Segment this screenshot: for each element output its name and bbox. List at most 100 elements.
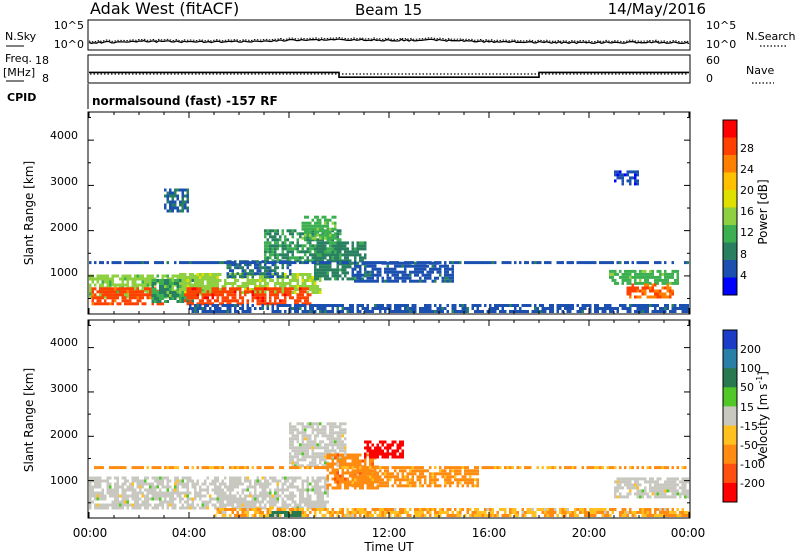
power-cell-10 (646, 275, 649, 279)
velocity-cell-7 (394, 508, 397, 511)
power-cell-12 (576, 261, 579, 265)
velocity-cell-0 (271, 479, 274, 483)
velocity-cell-0 (309, 482, 312, 486)
velocity-cell-7 (301, 511, 304, 514)
velocity-cell-7 (421, 514, 424, 517)
velocity-cell-5 (619, 483, 622, 487)
velocity-cell-5 (646, 492, 649, 496)
velocity-cell-7 (401, 508, 404, 511)
velocity-cell-7 (429, 508, 432, 511)
velocity-cell-2 (354, 462, 357, 466)
power-cell-12 (636, 261, 639, 265)
power-cell-13 (271, 304, 274, 307)
velocity-cell-4 (399, 440, 402, 444)
power-cell-6 (316, 241, 319, 245)
power-cell-8 (319, 268, 322, 272)
power-cell-6 (274, 238, 277, 242)
power-cell-3 (249, 282, 252, 285)
velocity-cell-3 (449, 472, 452, 476)
power-cell-12 (89, 261, 92, 265)
velocity-cell-6 (404, 466, 407, 470)
power-cell-3 (311, 285, 314, 288)
velocity-cell-1 (301, 449, 304, 453)
power-cell-14 (171, 194, 174, 198)
velocity-cell-1 (306, 422, 309, 426)
power-cell-6 (279, 244, 282, 248)
velocity-cell-7 (354, 514, 357, 517)
velocity-cell-0 (276, 494, 279, 498)
velocity-cell-3 (351, 472, 354, 476)
velocity-cell-7 (304, 511, 307, 514)
velocity-cell-4 (394, 440, 397, 444)
power-cell-6 (296, 259, 299, 263)
power-cell-1 (106, 296, 109, 300)
power-cell-4 (234, 287, 237, 291)
velocity-cell-2 (376, 477, 379, 481)
velocity-cell-0 (134, 476, 137, 480)
power-cell-0 (111, 283, 114, 287)
power-cell-5 (266, 275, 269, 279)
power-cell-3 (206, 276, 209, 279)
velocity-cell-4 (381, 449, 384, 453)
power-cell-4 (271, 302, 274, 306)
velocity-cell-3 (396, 475, 399, 479)
power-cell-4 (221, 287, 224, 291)
velocity-cell-1 (334, 449, 337, 453)
power-cell-13 (436, 307, 439, 310)
velocity-cell-3 (404, 469, 407, 473)
power-cell-13 (609, 307, 612, 310)
power-cell-4 (196, 296, 199, 300)
velocity-cell-0 (251, 497, 254, 501)
power-cell-12 (561, 261, 564, 265)
power-cell-12 (281, 261, 284, 265)
freq-left-tick-bottom: 8 (42, 72, 49, 85)
velocity-cell-3 (411, 472, 414, 476)
power-cell-13 (356, 307, 359, 310)
power-cell-7 (309, 224, 312, 228)
velocity-cell-0 (124, 476, 127, 480)
power-cell-2 (176, 288, 179, 291)
power-cell-3 (251, 279, 254, 282)
power-cell-9 (384, 279, 387, 283)
power-cell-6 (291, 235, 294, 239)
power-cell-12 (114, 261, 117, 265)
power-cell-11 (666, 286, 669, 290)
velocity-cell-1 (324, 458, 327, 462)
power-cell-11 (651, 286, 654, 290)
velocity-cell-0 (99, 476, 102, 480)
power-cell-1 (96, 299, 99, 303)
velocity-cell-6 (271, 466, 274, 470)
velocity-cell-0 (169, 500, 172, 504)
power-cell-9 (439, 270, 442, 274)
power-cell-4 (254, 287, 257, 291)
power-cell-6 (329, 238, 332, 242)
velocity-cell-7 (281, 508, 284, 511)
velocity-cell-0 (161, 500, 164, 504)
velocity-cell-2 (344, 477, 347, 481)
power-cell-6 (306, 235, 309, 239)
velocity-cell-7 (501, 508, 504, 511)
power-cell-2 (151, 282, 154, 285)
velocity-cell-0 (214, 497, 217, 501)
velocity-cell-0 (154, 479, 157, 483)
power-cell-6 (269, 229, 272, 233)
power-cell-13 (221, 310, 224, 313)
power-cell-7 (326, 227, 329, 231)
noise-left-tick-top: 10^5 (54, 19, 84, 32)
power-cell-12 (99, 261, 102, 265)
velocity-cell-0 (311, 503, 314, 507)
velocity-cell-1 (306, 437, 309, 441)
power-cell-2 (161, 285, 164, 288)
velocity-cell-7 (606, 514, 609, 517)
power-cell-12 (524, 261, 527, 265)
velocity-cell-0 (251, 485, 254, 489)
velocity-cell-2 (354, 459, 357, 463)
velocity-cell-7 (359, 514, 362, 517)
power-cell-0 (124, 292, 127, 296)
power-cell-9 (429, 270, 432, 274)
velocity-cell-7 (526, 511, 529, 514)
velocity-cell-1 (299, 431, 302, 435)
velocity-cell-6 (414, 466, 417, 470)
velocity-cell-0 (326, 479, 329, 483)
power-cell-13 (209, 307, 212, 310)
